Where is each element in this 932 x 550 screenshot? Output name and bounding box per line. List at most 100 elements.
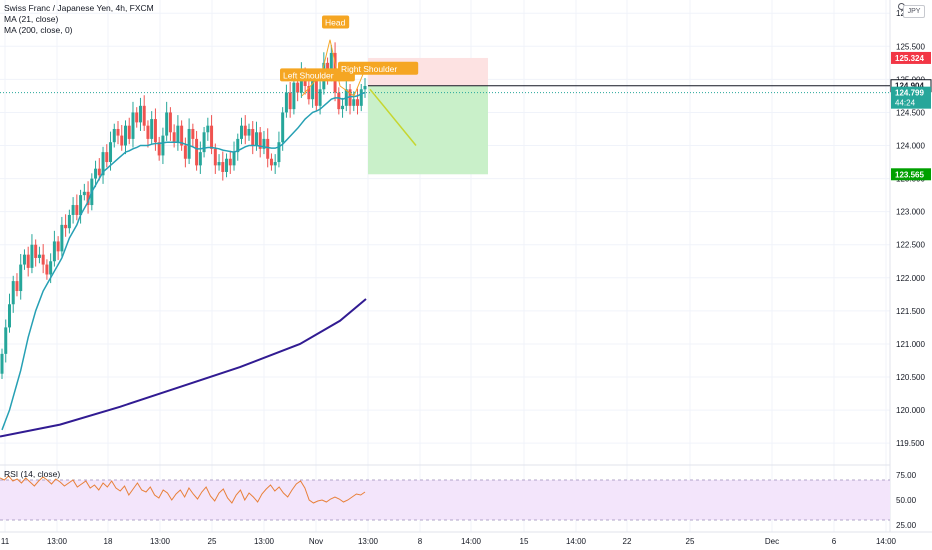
candle-body [356,99,360,106]
candle-body [217,162,221,166]
rsi-band [0,480,890,520]
x-tick-label: 14:00 [461,537,482,546]
candle-body [4,327,8,354]
candle-body [359,89,363,106]
candle-body [22,254,26,265]
candle-body [329,52,333,77]
candle-body [172,132,176,143]
candle-body [135,112,139,123]
candle-body [64,224,68,229]
candle-body [273,162,277,166]
x-tick-label: 11 [1,537,10,546]
x-tick-label: 6 [832,537,837,546]
candle-body [146,125,150,139]
annotation-box [338,61,419,75]
x-tick-label: 25 [686,537,695,546]
candle-body [314,79,318,106]
candle-body [251,128,255,146]
candle-body [191,128,195,139]
candle-body [247,128,251,136]
candle-body [262,138,266,149]
candle-body [348,89,352,106]
candle-body [123,125,127,146]
candle-body [116,128,120,136]
rsi-tick-label: 25.00 [896,521,917,530]
candle-body [34,244,38,258]
ma200-line [0,298,367,438]
chart-title: Swiss Franc / Japanese Yen, 4h, FXCM [4,3,154,13]
rsi-tick-label: 50.00 [896,496,917,505]
legend-ma200: MA (200, close, 0) [4,25,73,35]
annotation-box [322,15,350,29]
candle-body [206,125,210,133]
projection-arrow [369,88,417,146]
candle-body [161,135,165,156]
candle-body [67,214,71,229]
annotation-label: Head [325,17,346,27]
candle-body [277,142,281,163]
rsi-legend: RSI (14, close) [4,469,61,479]
candle-body [254,132,258,146]
y-tick-label: 120.000 [896,406,925,415]
candle-body [296,82,300,93]
candle-body [45,264,49,275]
x-tick-label: 25 [208,537,217,546]
price-label: 124.904 [895,82,924,91]
candle-body [337,92,341,110]
x-tick-label: 13:00 [150,537,171,546]
currency-badge[interactable]: JPY [903,5,925,18]
candle-body [11,281,15,305]
y-tick-label: 124.500 [896,108,925,117]
y-tick-label: 121.500 [896,307,925,316]
candle-body [236,138,240,153]
candle-body [71,205,75,215]
price-label-box [891,86,931,109]
candle-body [75,205,79,215]
price-label: 125.324 [895,54,924,63]
x-tick-label: 14:00 [566,537,587,546]
candle-body [112,128,116,143]
candle-body [266,138,270,159]
y-tick-label: 122.500 [896,241,925,250]
candle-body [101,152,105,176]
candle-body [221,162,225,172]
candle-body [307,85,311,100]
candle-body [131,112,135,139]
countdown-label: 44:24 [895,99,916,108]
annotation-label: Left Shoulder [283,70,334,80]
candle-body [56,241,60,252]
candle-body [142,105,146,126]
x-tick-label: 18 [104,537,113,546]
candle-body [37,254,41,258]
take-profit-zone [368,85,488,175]
candle-body [176,125,180,143]
candle-body [269,158,273,166]
candle-body [15,281,19,292]
candle-body [150,119,154,139]
x-tick-label: 13:00 [254,537,275,546]
candle-body [127,125,131,139]
candle-body [26,254,30,268]
y-tick-label: 122.000 [896,274,925,283]
x-tick-label: 13:00 [47,537,68,546]
candle-body [94,168,98,179]
y-tick-label: 121.000 [896,340,925,349]
candle-body [213,148,217,166]
candle-body [183,145,187,159]
y-tick-label: 123.000 [896,208,925,217]
candle-body [0,353,4,374]
candle-body [49,261,53,275]
candle-body [352,99,356,106]
candle-body [19,264,23,292]
rsi-tick-label: 75.00 [896,471,917,480]
candle-body [232,152,236,166]
candle-body [240,125,244,139]
candle-body [30,244,34,268]
candle-body [168,112,172,133]
y-tick-label: 120.500 [896,373,925,382]
ma21-line [1,91,366,431]
candle-body [288,92,292,110]
candle-body [187,128,191,159]
candle-body [157,142,161,156]
